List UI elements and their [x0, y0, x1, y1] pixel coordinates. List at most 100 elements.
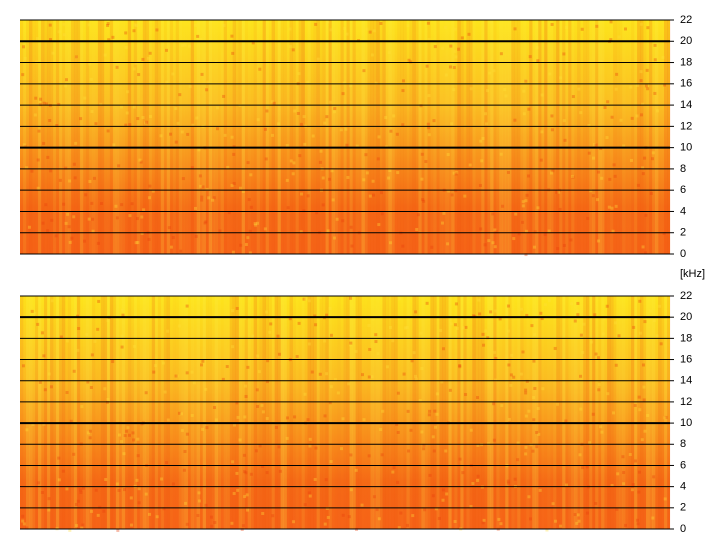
texture	[344, 127, 348, 131]
texture	[570, 174, 574, 178]
texture	[517, 20, 521, 254]
texture	[202, 20, 207, 254]
texture	[61, 469, 65, 473]
texture	[645, 68, 649, 72]
texture	[25, 428, 29, 432]
texture	[453, 27, 457, 31]
texture	[638, 331, 642, 335]
texture	[88, 179, 92, 183]
texture	[328, 296, 332, 529]
texture	[519, 372, 523, 376]
texture	[437, 516, 441, 520]
texture	[98, 296, 101, 529]
texture	[656, 109, 660, 113]
texture	[82, 296, 87, 529]
texture	[409, 20, 413, 254]
texture	[640, 438, 644, 442]
texture	[387, 51, 391, 55]
texture	[265, 380, 269, 384]
texture	[136, 437, 140, 441]
texture	[364, 20, 368, 254]
texture	[420, 430, 424, 434]
texture	[496, 20, 500, 254]
texture	[509, 383, 513, 387]
texture	[115, 296, 120, 529]
texture	[422, 199, 426, 203]
texture	[274, 296, 278, 529]
texture	[520, 20, 524, 254]
texture	[318, 160, 322, 164]
texture	[511, 296, 515, 529]
texture	[151, 296, 156, 529]
texture	[556, 247, 560, 251]
texture	[133, 23, 137, 27]
texture	[200, 72, 204, 76]
texture	[340, 20, 344, 254]
texture	[395, 422, 399, 426]
texture	[80, 296, 83, 529]
texture	[331, 20, 335, 254]
texture	[235, 20, 239, 254]
texture	[289, 20, 293, 254]
texture	[643, 156, 647, 160]
texture	[23, 296, 26, 529]
texture	[507, 481, 511, 485]
texture	[241, 189, 245, 193]
texture	[64, 78, 68, 82]
texture	[221, 377, 225, 381]
texture	[130, 296, 135, 529]
texture	[591, 194, 595, 198]
texture	[550, 22, 554, 26]
texture	[185, 304, 189, 308]
spectrogram-image	[20, 296, 670, 529]
texture	[486, 336, 490, 340]
texture	[511, 20, 515, 254]
texture	[310, 370, 314, 374]
texture	[40, 491, 44, 495]
texture	[268, 330, 272, 334]
texture	[299, 296, 302, 529]
texture	[538, 296, 542, 529]
texture	[493, 245, 497, 249]
texture	[31, 296, 36, 529]
texture	[265, 109, 269, 113]
texture	[34, 96, 38, 100]
texture	[533, 333, 537, 337]
texture	[269, 20, 272, 254]
texture	[431, 494, 435, 498]
texture	[538, 20, 542, 254]
texture	[182, 468, 186, 472]
texture	[375, 508, 379, 512]
texture	[188, 84, 192, 88]
texture	[360, 373, 364, 377]
texture	[610, 484, 614, 488]
texture	[445, 492, 449, 496]
texture	[303, 392, 307, 396]
texture	[414, 377, 418, 381]
texture	[260, 403, 264, 407]
texture	[266, 359, 270, 363]
texture	[144, 121, 148, 125]
texture	[341, 219, 345, 223]
texture	[63, 84, 67, 88]
texture	[181, 177, 185, 181]
texture	[556, 20, 560, 254]
texture	[329, 333, 333, 337]
texture	[536, 59, 540, 63]
texture	[379, 428, 383, 432]
texture	[123, 434, 127, 438]
texture	[533, 386, 537, 390]
texture	[385, 365, 389, 369]
texture	[445, 20, 449, 254]
texture	[248, 20, 251, 254]
texture	[367, 375, 371, 379]
texture	[517, 296, 521, 529]
texture	[415, 228, 419, 232]
texture	[179, 249, 183, 253]
texture	[201, 427, 205, 431]
texture	[289, 296, 293, 529]
texture	[68, 528, 72, 532]
texture	[497, 517, 501, 521]
texture	[119, 105, 123, 109]
texture	[472, 296, 476, 529]
